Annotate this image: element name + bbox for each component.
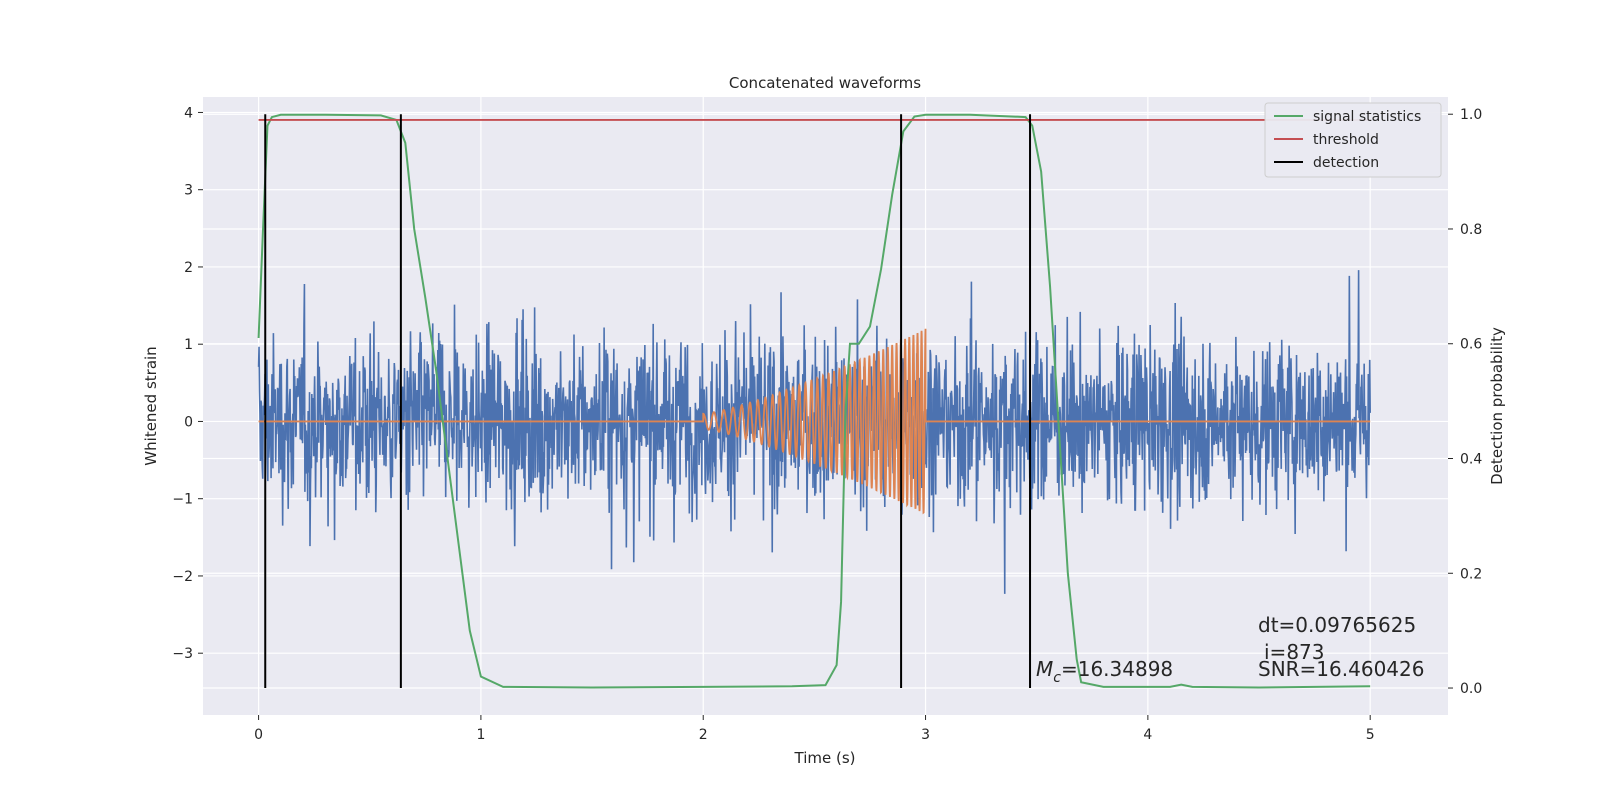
y-tick-label-1: −2 [172,569,193,585]
mc-annotation: Mc=16.34898 [1036,657,1173,686]
right-axis-title: Detection probability [1488,327,1506,485]
snr-annotation: SNR=16.460426 [1258,657,1424,681]
y-tick-label-0: −3 [172,646,193,662]
right-tick-label-2: 0.4 [1460,452,1482,468]
legend: signal statistics threshold detection [1264,102,1442,178]
legend-label-threshold: threshold [1313,132,1379,148]
chart-title: Concatenated waveforms [729,74,921,92]
legend-box [1264,102,1442,178]
x-tick-label-3: 3 [921,727,930,743]
mc-subscript: c [1053,670,1061,686]
y-tick-label-4: 1 [184,337,193,353]
right-tick-label-5: 1.0 [1460,107,1482,123]
strain-series-line [257,270,1371,594]
y-tick-label-5: 2 [184,260,193,276]
signal-statistics-line [257,113,1371,689]
y-axis-title: Whitened strain [142,346,160,465]
right-tick-label-0: 0.0 [1460,681,1482,697]
plot-area [257,113,1371,689]
tick-labels: 0 1 2 3 4 5 −3 −2 −1 0 1 2 3 4 0.0 0.2 0.4 0.6 0.8 1.0 [172,105,1482,743]
mc-value: =16.34898 [1061,657,1173,681]
legend-label-detection: detection [1313,155,1379,171]
right-tick-label-1: 0.2 [1460,566,1482,582]
y-tick-label-7: 4 [184,105,193,121]
x-tick-label-0: 0 [254,727,263,743]
right-tick-label-4: 0.8 [1460,222,1482,238]
right-tick-label-3: 0.6 [1460,337,1482,353]
x-axis-title: Time (s) [794,749,856,767]
i-annotation: i=873 [1264,640,1325,664]
x-tick-label-1: 1 [476,727,485,743]
legend-label-signal-statistics: signal statistics [1313,109,1421,125]
x-tick-label-5: 5 [1366,727,1375,743]
y-tick-label-6: 3 [184,183,193,199]
y-tick-label-3: 0 [184,414,193,430]
y-tick-label-2: −1 [172,492,193,508]
x-tick-label-4: 4 [1143,727,1152,743]
dt-annotation: dt=0.09765625 [1258,613,1416,637]
template-series-line [258,328,1371,515]
mc-symbol: M [1036,657,1053,681]
x-tick-label-2: 2 [699,727,708,743]
